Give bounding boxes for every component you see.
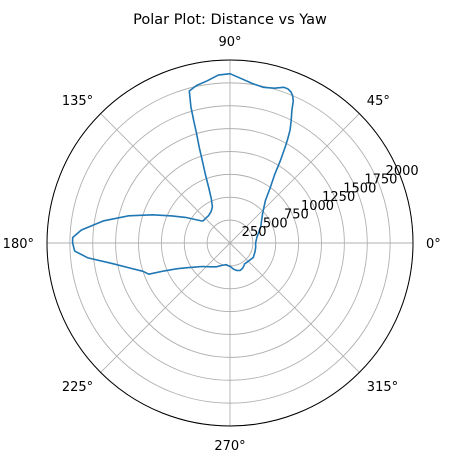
radial-tick-label-1000: 1000 [301,199,334,214]
chart-title: Polar Plot: Distance vs Yaw [133,12,327,28]
angular-gridline-45 [229,113,360,244]
radial-tick-label-1750: 1750 [364,173,397,188]
series-line-0 [71,72,295,276]
angular-gridline-135 [100,113,231,244]
theta-tick-label-180: 180° [3,237,34,252]
angular-gridline-225 [100,242,231,373]
polar-grid [46,59,414,427]
theta-tick-label-315: 315° [367,380,398,395]
angular-gridline-315 [229,242,360,373]
theta-tick-label-90: 90° [218,35,241,50]
radial-tick-label-1250: 1250 [322,190,355,205]
theta-tick-label-225: 225° [62,380,93,395]
radial-tick-label-250: 250 [242,225,267,240]
radial-tick-label-500: 500 [263,217,288,232]
series-layer [71,72,295,276]
theta-tick-label-270: 270° [214,439,245,454]
theta-tick-label-45: 45° [367,94,390,109]
radial-tick-label-1500: 1500 [343,182,376,197]
theta-tick-label-135: 135° [62,94,93,109]
radial-tick-label-2000: 2000 [386,164,419,179]
polar-frame [46,59,414,427]
theta-tick-labels: 0° 45° 90° 135° 180° 225° 270° 315° [3,35,441,454]
radial-tick-label-750: 750 [284,208,309,223]
theta-tick-label-0: 0° [426,237,441,252]
